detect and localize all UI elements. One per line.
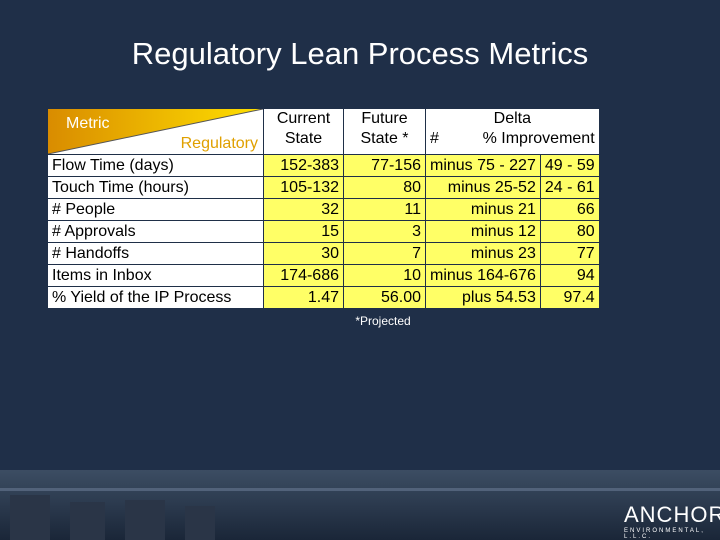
corner-cell: Metric Regulatory — [47, 108, 264, 155]
data-row: # Approvals 15 3 minus 12 80 — [47, 220, 600, 243]
value-cell: 32 — [263, 198, 344, 221]
data-row: Touch Time (hours) 105-132 80 minus 25-52 24… — [47, 176, 600, 199]
metric-cell: Touch Time (hours) — [47, 176, 264, 199]
delta-count: # — [430, 130, 439, 147]
header-future: Future State * — [343, 108, 426, 155]
header-current: Current State — [263, 108, 344, 155]
metrics-table: Metric Regulatory Current State Future S… — [47, 108, 600, 309]
value-cell: minus 164-676 — [425, 264, 541, 287]
delta-sub: # % Improvement — [430, 129, 595, 149]
value-cell: 105-132 — [263, 176, 344, 199]
corner-graphic: Metric Regulatory — [48, 109, 263, 154]
value-cell: 49 - 59 — [539, 154, 600, 177]
value-cell: 174-686 — [263, 264, 344, 287]
data-row: % Yield of the IP Process 1.47 56.00 plus 5… — [47, 286, 600, 309]
value-cell: 152-383 — [263, 154, 344, 177]
value-cell: 80 — [343, 176, 426, 199]
data-row: # People 32 11 minus 21 66 — [47, 198, 600, 221]
footnote: *Projected — [355, 314, 411, 328]
value-cell: 77-156 — [343, 154, 426, 177]
delta-title: Delta — [493, 110, 531, 127]
metric-cell: Flow Time (days) — [47, 154, 264, 177]
header-row: Metric Regulatory Current State Future S… — [47, 108, 600, 155]
value-cell: 56.00 — [343, 286, 426, 309]
value-cell: 80 — [539, 220, 600, 243]
value-cell: 66 — [539, 198, 600, 221]
value-cell: minus 25-52 — [425, 176, 541, 199]
value-cell: 10 — [343, 264, 426, 287]
corner-regulatory: Regulatory — [181, 135, 258, 152]
metric-cell: # Approvals — [47, 220, 264, 243]
pier-graphic — [0, 488, 720, 540]
metric-cell: Items in Inbox — [47, 264, 264, 287]
value-cell: 97.4 — [539, 286, 600, 309]
footer-photo — [0, 470, 720, 540]
value-cell: 3 — [343, 220, 426, 243]
value-cell: 77 — [539, 242, 600, 265]
value-cell: minus 23 — [425, 242, 541, 265]
value-cell: 15 — [263, 220, 344, 243]
data-row: Items in Inbox 174-686 10 minus 164-676 94 — [47, 264, 600, 287]
value-cell: plus 54.53 — [425, 286, 541, 309]
value-cell: 11 — [343, 198, 426, 221]
header-delta: Delta # % Improvement — [425, 108, 600, 155]
value-cell: minus 21 — [425, 198, 541, 221]
data-row: Flow Time (days) 152-383 77-156 minus 75 - … — [47, 154, 600, 177]
value-cell: 94 — [539, 264, 600, 287]
metric-cell: # Handoffs — [47, 242, 264, 265]
title: Regulatory Lean Process Metrics — [131, 36, 589, 71]
delta-pct: % Improvement — [482, 130, 595, 147]
value-cell: 1.47 — [263, 286, 344, 309]
logo-sub: ENVIRONMENTAL, L.L.C. — [624, 528, 705, 540]
value-cell: minus 12 — [425, 220, 541, 243]
value-cell: minus 75 - 227 — [425, 154, 541, 177]
corner-metric: Metric — [66, 115, 110, 132]
value-cell: 7 — [343, 242, 426, 265]
value-cell: 30 — [263, 242, 344, 265]
logo-name: ANCHOR — [624, 502, 720, 527]
data-row: # Handoffs 30 7 minus 23 77 — [47, 242, 600, 265]
value-cell: 24 - 61 — [539, 176, 600, 199]
metric-cell: % Yield of the IP Process — [47, 286, 264, 309]
logo: ANCHOR ENVIRONMENTAL, L.L.C. — [600, 502, 720, 540]
metric-cell: # People — [47, 198, 264, 221]
